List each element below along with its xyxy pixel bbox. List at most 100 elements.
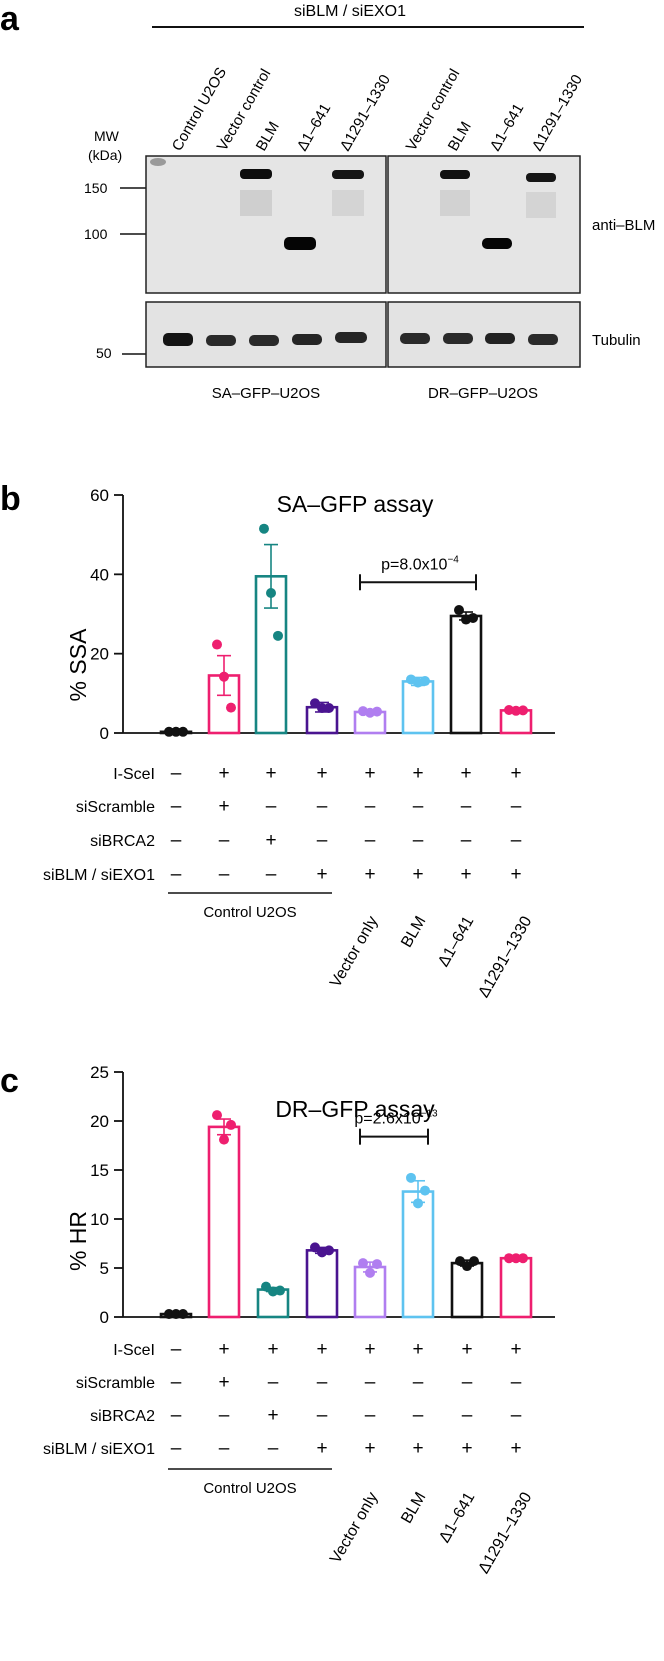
condition-symbol-sa: + [316, 864, 327, 885]
band-tubulin-4 [292, 334, 322, 345]
data-point-dr [178, 1309, 188, 1320]
condition-symbol-sa: + [218, 763, 229, 784]
condition-symbol-dr: – [365, 1372, 376, 1393]
blot-smear [150, 158, 166, 166]
band-tubulin-5 [335, 332, 367, 343]
y-tick-label-dr: 10 [90, 1210, 109, 1229]
bar-sa [449, 614, 483, 735]
band-tubulin-1 [163, 333, 193, 346]
data-point-sa [454, 605, 464, 616]
condition-symbol-dr: – [171, 1339, 182, 1360]
construct-label-dr: Δ1–641 [436, 1489, 478, 1545]
blot-label-anti-blm: anti–BLM [592, 217, 655, 234]
data-point-dr [455, 1256, 465, 1267]
y-tick-label-sa: 60 [90, 486, 109, 505]
row-label-dr: siBLM / siEXO1 [43, 1441, 155, 1458]
condition-symbol-dr: – [268, 1438, 279, 1459]
data-point-dr [261, 1281, 271, 1292]
condition-symbol-dr: – [171, 1372, 182, 1393]
data-point-dr [212, 1110, 222, 1121]
bar-dr [450, 1261, 484, 1319]
condition-symbol-dr: + [364, 1438, 375, 1459]
bar-dr [207, 1125, 241, 1319]
blot-label-tubulin: Tubulin [592, 332, 641, 349]
y-axis-sa: 0 20 40 60 [90, 486, 555, 743]
cell-line-sa: SA–GFP–U2OS [212, 385, 320, 402]
condition-symbol-sa: – [219, 830, 230, 851]
y-tick-label-dr: 20 [90, 1112, 109, 1131]
condition-symbol-sa: + [316, 763, 327, 784]
condition-symbol-sa: – [266, 864, 277, 885]
data-point-sa [310, 698, 320, 709]
condition-symbol-dr: – [413, 1405, 424, 1426]
p-value-label-sa: p=8.0x10−4 [381, 554, 459, 573]
condition-symbol-dr: + [316, 1339, 327, 1360]
data-point-dr [413, 1198, 423, 1209]
mw-unit: (kDa) [88, 147, 122, 163]
row-label-sa: I-SceI [113, 766, 155, 783]
group-label-dr: Control U2OS [203, 1480, 296, 1497]
band-d1291-1330-dr [526, 173, 556, 182]
panel-b-letter: b [0, 480, 21, 518]
construct-label-sa: BLM [398, 914, 429, 951]
construct-label-sa: Δ1291–1330 [475, 913, 535, 1000]
condition-symbol-dr: + [461, 1438, 472, 1459]
chart-title-sa: SA–GFP assay [277, 491, 434, 517]
condition-symbol-sa: – [317, 830, 328, 851]
band-blm-dr [440, 170, 470, 179]
band-tubulin-9 [528, 334, 558, 345]
sibml-header-label: siBLM / siEXO1 [294, 3, 406, 20]
y-tick-label-dr: 15 [90, 1161, 109, 1180]
panel-a: a siBLM / siEXO1 Control U2OS Vector con… [0, 0, 655, 402]
data-point-dr [511, 1253, 521, 1264]
row-label-sa: siBLM / siEXO1 [43, 867, 155, 884]
data-point-dr [518, 1253, 528, 1264]
data-point-dr [372, 1259, 382, 1270]
mw-marker-100: 100 [84, 226, 108, 242]
condition-symbol-dr: + [412, 1339, 423, 1360]
data-point-sa [518, 705, 528, 716]
significance-dr: p=2.6x10−13 [354, 1109, 438, 1145]
condition-symbol-dr: + [267, 1405, 278, 1426]
y-tick-label-sa: 40 [90, 565, 109, 584]
data-point-sa [324, 703, 334, 714]
condition-symbol-sa: – [365, 796, 376, 817]
condition-symbol-dr: – [511, 1372, 522, 1393]
condition-symbol-sa: – [266, 796, 277, 817]
data-point-sa [468, 612, 478, 623]
mw-marker-150: 150 [84, 180, 108, 196]
condition-symbol-sa: – [461, 796, 472, 817]
condition-symbol-sa: – [317, 796, 328, 817]
data-point-dr [219, 1134, 229, 1145]
condition-symbol-dr: – [365, 1405, 376, 1426]
band-d1-641-dr [482, 238, 512, 249]
y-tick-label-sa: 0 [100, 724, 109, 743]
condition-symbol-sa: – [413, 830, 424, 851]
band-tubulin-7 [443, 333, 473, 344]
condition-symbol-dr: – [413, 1372, 424, 1393]
condition-symbol-sa: – [413, 796, 424, 817]
panel-a-letter: a [0, 0, 20, 38]
condition-symbol-sa: + [364, 763, 375, 784]
lane-label-blm-sa: BLM [253, 119, 283, 154]
condition-symbol-sa: – [171, 796, 182, 817]
condition-table-dr: I-SceI – + + + + + + +siScramble – + – – – – – –siBRCA2–… [43, 1339, 536, 1577]
condition-symbol-sa: – [171, 763, 182, 784]
condition-symbol-dr: + [510, 1339, 521, 1360]
lane-label-d1291-1330-sa: Δ1291–1330 [337, 72, 394, 154]
panel-c-letter: c [0, 1062, 19, 1100]
condition-symbol-sa: + [412, 763, 423, 784]
row-label-sa: siBRCA2 [90, 833, 155, 850]
lane-label-d1-641-dr: Δ1–641 [487, 101, 528, 154]
chart-title-dr: DR–GFP assay [275, 1096, 435, 1122]
band-blm-sa-smear [240, 190, 272, 216]
cell-line-dr: DR–GFP–U2OS [428, 385, 538, 402]
row-label-sa: siScramble [76, 799, 155, 816]
data-point-sa [259, 523, 269, 534]
condition-symbol-dr: + [316, 1438, 327, 1459]
band-d1291-1330-dr-smear [526, 192, 556, 218]
band-blm-dr-smear [440, 190, 470, 216]
condition-symbol-dr: – [317, 1372, 328, 1393]
condition-symbol-sa: – [219, 864, 230, 885]
band-blm-sa [240, 169, 272, 179]
